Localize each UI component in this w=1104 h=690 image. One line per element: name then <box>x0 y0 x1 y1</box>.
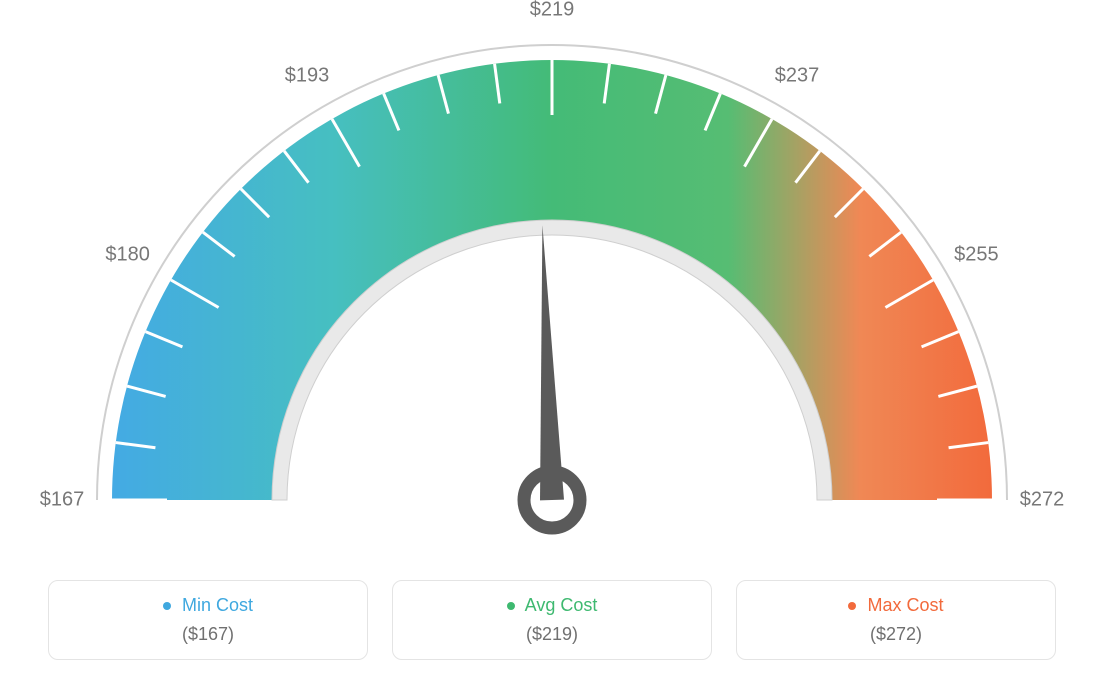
card-avg-value: ($219) <box>403 624 701 645</box>
card-min-label: Min Cost <box>182 595 253 615</box>
gauge-area: $167 $180 $193 $219 $237 $255 $272 <box>0 0 1104 560</box>
dot-max <box>848 602 856 610</box>
gauge-svg <box>0 0 1104 560</box>
gauge-tick-label: $167 <box>40 489 85 512</box>
dot-avg <box>507 602 515 610</box>
gauge-tick-label: $272 <box>1020 489 1065 512</box>
card-max-cost: Max Cost ($272) <box>736 580 1056 660</box>
gauge-tick-label: $255 <box>954 244 999 267</box>
card-max-title: Max Cost <box>747 595 1045 616</box>
gauge-tick-label: $219 <box>530 0 575 22</box>
card-min-value: ($167) <box>59 624 357 645</box>
dot-min <box>163 602 171 610</box>
card-avg-title: Avg Cost <box>403 595 701 616</box>
chart-container: $167 $180 $193 $219 $237 $255 $272 Min Cost ($… <box>0 0 1104 690</box>
gauge-tick-label: $237 <box>775 64 820 87</box>
gauge-tick-label: $193 <box>285 64 330 87</box>
card-max-label: Max Cost <box>867 595 943 615</box>
summary-cards: Min Cost ($167) Avg Cost ($219) Max Cost… <box>48 580 1056 660</box>
card-min-cost: Min Cost ($167) <box>48 580 368 660</box>
card-min-title: Min Cost <box>59 595 357 616</box>
gauge-tick-label: $180 <box>105 244 150 267</box>
card-avg-label: Avg Cost <box>525 595 598 615</box>
card-max-value: ($272) <box>747 624 1045 645</box>
card-avg-cost: Avg Cost ($219) <box>392 580 712 660</box>
